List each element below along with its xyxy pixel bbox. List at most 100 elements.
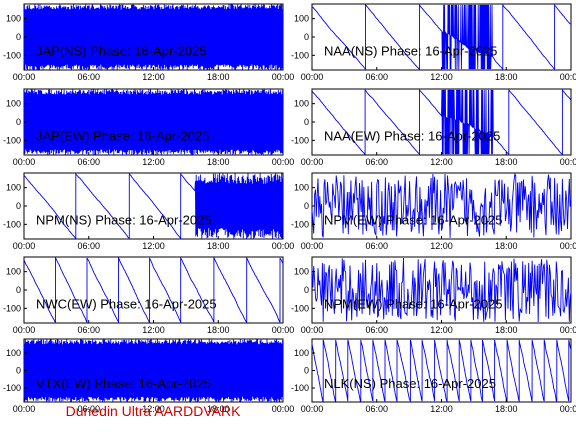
x-tick-label: 06:00 <box>365 404 388 414</box>
x-tick-label: 12:00 <box>142 157 165 167</box>
x-tick-label: 00:00 <box>272 241 295 251</box>
phase-trace <box>23 88 284 156</box>
x-tick-label: 18:00 <box>495 325 518 335</box>
y-tick-label: 100 <box>294 14 309 24</box>
y-tick-label: -100 <box>3 135 21 145</box>
panel-title: NWC(EW) Phase: 16-Apr-2025 <box>36 296 217 311</box>
panel-title: JAP(NS) Phase: 16-Apr-2025 <box>36 43 207 58</box>
x-tick-label: 00:00 <box>301 241 324 251</box>
x-tick-label: 00:00 <box>560 325 576 335</box>
x-tick-label: 12:00 <box>430 157 453 167</box>
x-tick-label: 18:00 <box>495 404 518 414</box>
x-tick-label: 18:00 <box>495 241 518 251</box>
phase-trace <box>311 88 572 156</box>
x-tick-label: 06:00 <box>365 241 388 251</box>
x-tick-label: 12:00 <box>142 404 165 414</box>
x-tick-label: 12:00 <box>430 325 453 335</box>
x-tick-label: 00:00 <box>272 404 295 414</box>
footer-label: Dunedin Ultra AARDDVARK <box>65 403 241 419</box>
x-tick-label: 00:00 <box>13 157 36 167</box>
x-tick-label: 12:00 <box>142 241 165 251</box>
y-tick-label: -100 <box>291 383 309 393</box>
x-tick-label: 00:00 <box>560 241 576 251</box>
y-tick-label: 100 <box>6 267 21 277</box>
x-tick-label: 18:00 <box>495 72 518 82</box>
x-tick-label: 12:00 <box>142 72 165 82</box>
y-tick-label: -100 <box>291 135 309 145</box>
y-tick-label: -100 <box>3 303 21 313</box>
x-tick-label: 00:00 <box>13 72 36 82</box>
panel-title: NAA(NS) Phase: 16-Apr-2025 <box>324 43 497 58</box>
y-tick-label: 100 <box>294 99 309 109</box>
x-tick-label: 00:00 <box>13 325 36 335</box>
y-tick-label: 0 <box>304 285 309 295</box>
phase-trace <box>311 339 572 403</box>
y-tick-label: 100 <box>294 267 309 277</box>
y-tick-label: 100 <box>6 14 21 24</box>
x-tick-label: 06:00 <box>77 241 100 251</box>
chart-panel-3: 100 0 -100 00:00 06:00 12:00 18:00 00:00 JAP(EW)… <box>3 88 294 167</box>
y-tick-label: 0 <box>304 366 309 376</box>
chart-panel-7: 100 0 -100 00:00 06:00 12:00 18:00 00:00 NWC(EW)… <box>3 256 294 335</box>
chart-panel-4: 100 0 -100 00:00 06:00 12:00 18:00 00:00 NAA(EW)… <box>291 88 576 167</box>
x-tick-label: 06:00 <box>365 325 388 335</box>
y-tick-label: -100 <box>3 219 21 229</box>
y-tick-label: -100 <box>3 50 21 60</box>
panel-title: NPM(EW) Phase: 16-Apr-2025 <box>324 212 502 227</box>
x-tick-label: 00:00 <box>560 72 576 82</box>
x-tick-label: 00:00 <box>301 72 324 82</box>
chart-panel-5: 100 0 -100 00:00 06:00 12:00 18:00 00:00 NPM(NS)… <box>3 172 295 251</box>
x-tick-label: 12:00 <box>430 404 453 414</box>
x-tick-label: 18:00 <box>207 404 230 414</box>
panel-title: VTX(EW) Phase: 16-Apr-2025 <box>36 376 211 391</box>
x-tick-label: 06:00 <box>365 72 388 82</box>
x-tick-label: 18:00 <box>207 72 230 82</box>
y-tick-label: 100 <box>6 348 21 358</box>
x-tick-label: 06:00 <box>77 325 100 335</box>
x-tick-label: 12:00 <box>430 241 453 251</box>
phase-trace <box>23 338 284 403</box>
y-tick-label: -100 <box>291 303 309 313</box>
y-tick-label: -100 <box>3 383 21 393</box>
x-tick-label: 00:00 <box>560 404 576 414</box>
x-tick-label: 00:00 <box>13 241 36 251</box>
x-tick-label: 00:00 <box>301 404 324 414</box>
y-tick-label: 0 <box>304 32 309 42</box>
phase-trace <box>311 257 572 323</box>
plot-area <box>311 338 572 403</box>
x-tick-label: 00:00 <box>560 157 576 167</box>
x-tick-label: 00:00 <box>272 72 295 82</box>
y-tick-label: 0 <box>16 32 21 42</box>
phase-trace <box>23 3 284 71</box>
y-tick-label: 0 <box>304 117 309 127</box>
chart-panel-2: 100 0 -100 00:00 06:00 12:00 18:00 00:00 NAA(NS)… <box>291 3 576 82</box>
x-tick-label: 06:00 <box>77 157 100 167</box>
phase-trace <box>23 256 284 324</box>
x-tick-label: 12:00 <box>142 325 165 335</box>
y-tick-label: 100 <box>294 183 309 193</box>
chart-panel-1: 100 0 -100 00:00 06:00 12:00 18:00 00:00 JAP(NS)… <box>3 3 295 82</box>
panel-title: NPM(NS) Phase: 16-Apr-2025 <box>36 212 212 227</box>
y-tick-label: 0 <box>16 366 21 376</box>
y-tick-label: 100 <box>6 183 21 193</box>
x-tick-label: 18:00 <box>207 157 230 167</box>
y-tick-label: 0 <box>16 201 21 211</box>
x-tick-label: 06:00 <box>77 72 100 82</box>
x-tick-label: 18:00 <box>495 157 518 167</box>
y-tick-label: 100 <box>294 348 309 358</box>
x-tick-label: 18:00 <box>207 241 230 251</box>
phase-trace <box>23 172 284 239</box>
y-tick-label: -100 <box>291 50 309 60</box>
y-tick-label: 0 <box>16 285 21 295</box>
phase-trace <box>311 172 572 238</box>
chart-panel-6: 100 0 -100 00:00 06:00 12:00 18:00 00:00 NPM(EW)… <box>291 172 576 251</box>
x-tick-label: 06:00 <box>365 157 388 167</box>
y-tick-label: -100 <box>291 219 309 229</box>
panel-title: NAA(EW) Phase: 16-Apr-2025 <box>324 128 500 143</box>
y-tick-label: 0 <box>304 201 309 211</box>
phase-trace <box>311 3 572 71</box>
x-tick-label: 00:00 <box>13 404 36 414</box>
chart-panel-8: 100 0 -100 00:00 06:00 12:00 18:00 00:00 NPM(EW)… <box>291 256 576 335</box>
panel-title: JAP(EW) Phase: 16-Apr-2025 <box>36 128 209 143</box>
